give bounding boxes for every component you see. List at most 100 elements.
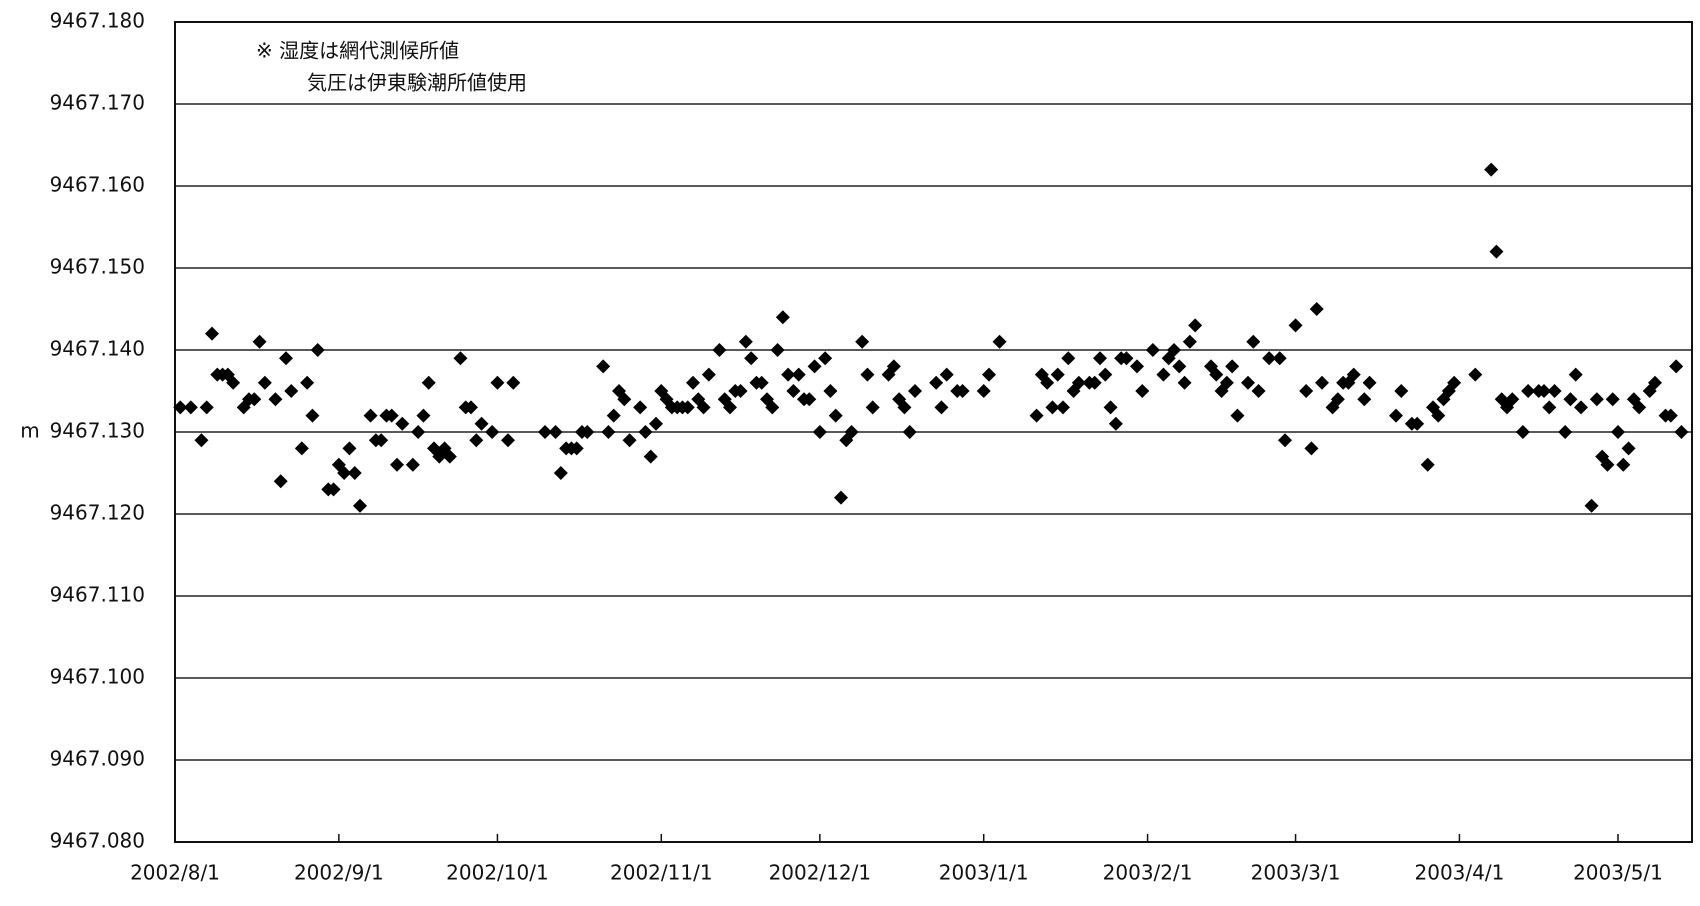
data-point [300, 375, 315, 390]
data-point [1632, 400, 1647, 415]
y-tick-label: 9467.160 [50, 173, 145, 197]
data-point [955, 384, 970, 398]
data-point [506, 375, 521, 390]
data-point [1621, 441, 1636, 456]
data-point [1574, 400, 1588, 415]
data-point [363, 408, 378, 423]
data-point [738, 334, 753, 349]
data-point [257, 375, 272, 390]
data-point [643, 449, 658, 464]
data-point [1130, 359, 1144, 374]
data-point [622, 433, 637, 448]
data-point [807, 359, 822, 374]
data-point [617, 392, 632, 407]
data-point [1040, 375, 1055, 390]
data-point [268, 392, 283, 407]
data-point [1515, 425, 1530, 439]
data-point [1362, 375, 1377, 390]
data-point [638, 425, 653, 439]
data-point [1389, 408, 1403, 423]
data-point [802, 392, 817, 407]
data-point [347, 466, 362, 480]
data-point [580, 425, 595, 439]
data-point [1050, 367, 1065, 382]
data-point [1605, 392, 1620, 407]
data-point [1563, 392, 1578, 407]
data-point [596, 359, 611, 374]
data-point [828, 408, 843, 423]
data-point [976, 384, 991, 398]
data-point [1272, 351, 1287, 366]
data-point [226, 375, 241, 390]
data-point [982, 367, 996, 382]
data-point [723, 400, 737, 415]
data-point [1262, 351, 1277, 366]
data-point [1251, 384, 1266, 398]
data-point [374, 433, 389, 448]
data-point [1172, 359, 1187, 374]
y-tick-label: 9467.130 [50, 419, 145, 443]
y-tick-label: 9467.120 [50, 501, 145, 525]
data-point [1542, 400, 1557, 415]
data-point [469, 433, 484, 448]
data-point [553, 466, 568, 480]
data-point [1447, 375, 1462, 390]
x-tick-label: 2003/2/1 [1103, 861, 1193, 885]
data-point [205, 326, 219, 341]
data-point [421, 375, 436, 390]
data-point [1188, 318, 1203, 333]
data-point [791, 367, 806, 382]
data-point [1071, 375, 1086, 390]
annotation: ※ 湿度は網代測候所値 [256, 39, 459, 63]
data-point [754, 375, 769, 390]
data-point [1108, 416, 1123, 431]
data-point [680, 400, 695, 415]
data-point [786, 384, 801, 398]
y-tick-label: 9467.090 [50, 747, 145, 771]
data-point [1029, 408, 1044, 423]
data-point [733, 384, 748, 398]
data-point [173, 400, 188, 415]
data-point [897, 400, 912, 415]
data-point [1600, 457, 1615, 472]
data-point [902, 425, 917, 439]
data-point [1669, 359, 1684, 374]
data-point [411, 425, 426, 439]
data-point [1219, 375, 1234, 390]
y-tick-label: 9467.100 [50, 665, 145, 689]
data-point [199, 400, 214, 415]
data-point [1145, 343, 1160, 357]
data-point [501, 433, 515, 448]
data-point [865, 400, 880, 415]
data-point [273, 474, 288, 489]
data-point [1087, 375, 1102, 390]
data-point [1309, 302, 1324, 316]
data-point [416, 408, 431, 423]
data-point [934, 400, 949, 415]
data-point [395, 416, 410, 431]
data-point [1045, 400, 1060, 415]
data-point [1547, 384, 1562, 398]
data-point [860, 367, 875, 382]
data-point [1537, 384, 1551, 398]
data-point [1119, 351, 1134, 366]
data-point [1167, 343, 1181, 357]
data-point [1288, 318, 1303, 333]
data-point [781, 367, 796, 382]
data-point [490, 375, 505, 390]
data-point [1103, 400, 1118, 415]
data-point [569, 441, 584, 456]
data-point [1521, 384, 1536, 398]
data-point [855, 334, 870, 349]
data-point [929, 375, 944, 390]
x-tick-label: 2002/9/1 [294, 861, 384, 885]
data-point [485, 425, 500, 439]
data-point [1246, 334, 1261, 349]
data-point [992, 334, 1007, 349]
data-point [1431, 408, 1446, 423]
data-point [342, 441, 357, 456]
y-tick-label: 9467.180 [50, 9, 145, 33]
x-tick-label: 2003/1/1 [939, 861, 1029, 885]
data-point [1093, 351, 1107, 366]
